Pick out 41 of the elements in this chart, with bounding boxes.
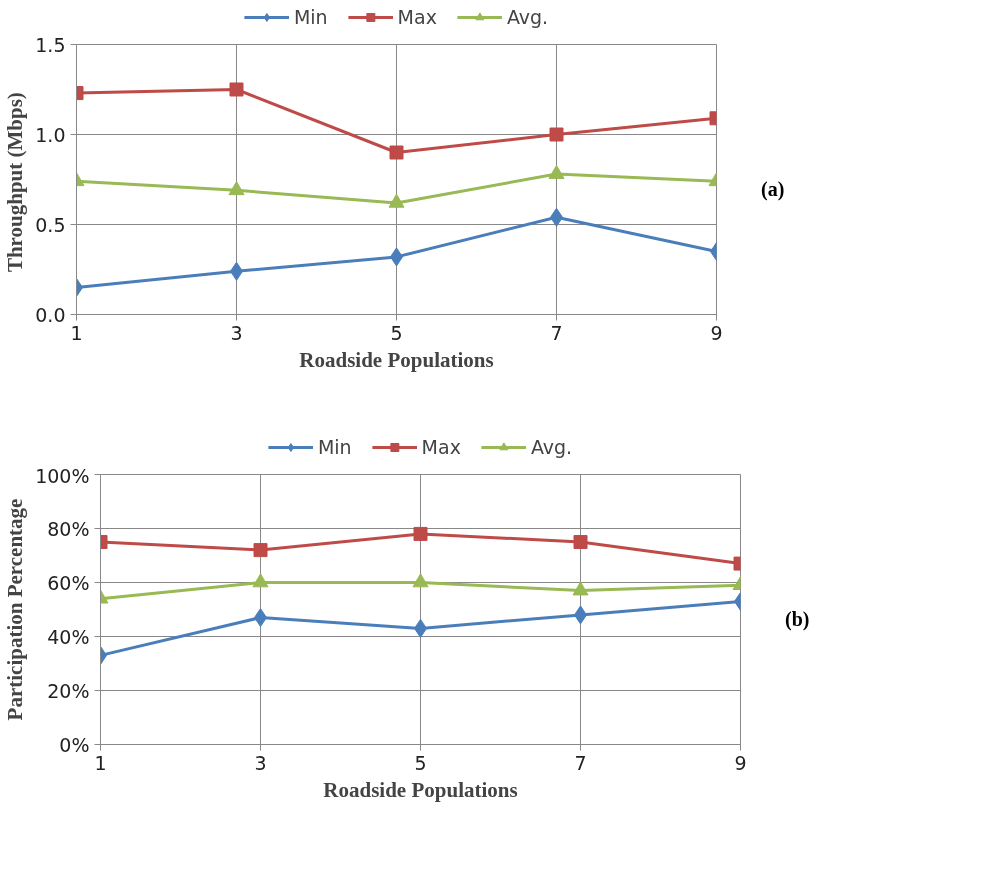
x-axis-title: Roadside Populations xyxy=(299,347,494,372)
y-tick-label: 1.5 xyxy=(35,33,66,56)
x-tick-label: 3 xyxy=(254,751,267,774)
legend-label: Max xyxy=(397,6,437,28)
x-axis-title: Roadside Populations xyxy=(323,777,518,802)
x-tick-label: 7 xyxy=(574,751,587,774)
point xyxy=(253,543,268,558)
legend-label: Avg. xyxy=(506,6,549,28)
x-tick-label: 5 xyxy=(414,751,427,774)
y-tick-label: 80% xyxy=(47,517,90,540)
point xyxy=(573,535,588,549)
point xyxy=(389,145,404,160)
text: (b) xyxy=(785,607,810,633)
point xyxy=(549,127,564,142)
x-tick-label: 3 xyxy=(230,321,243,344)
y-tick-label: 0% xyxy=(59,733,90,756)
point xyxy=(413,526,428,541)
point xyxy=(252,573,269,588)
legend-label: Min xyxy=(293,6,328,28)
x-tick-label: 9 xyxy=(710,321,723,344)
y-axis-title: Participation Percentage xyxy=(3,498,28,721)
legend-label: Max xyxy=(421,436,461,458)
legend-label: Min xyxy=(317,436,352,458)
x-tick-label: 1 xyxy=(70,321,83,344)
y-tick-label: 40% xyxy=(47,625,90,648)
point xyxy=(229,82,244,97)
y-tick-label: 0.5 xyxy=(35,213,66,236)
y-tick-label: 100% xyxy=(35,464,90,487)
x-tick-label: 7 xyxy=(550,321,563,344)
x-tick-label: 5 xyxy=(390,321,403,344)
y-tick-label: 1.0 xyxy=(35,123,66,146)
point xyxy=(412,573,429,588)
y-tick-label: 60% xyxy=(47,571,90,594)
y-tick-label: 0.0 xyxy=(35,303,66,326)
x-tick-label: 1 xyxy=(94,751,107,774)
point xyxy=(572,581,589,596)
x-tick-label: 9 xyxy=(734,751,747,774)
text: (a) xyxy=(761,177,785,203)
y-tick-label: 20% xyxy=(47,679,90,702)
legend-label: Avg. xyxy=(530,436,573,458)
y-axis-title: Throughput (Mbps) xyxy=(3,92,28,273)
